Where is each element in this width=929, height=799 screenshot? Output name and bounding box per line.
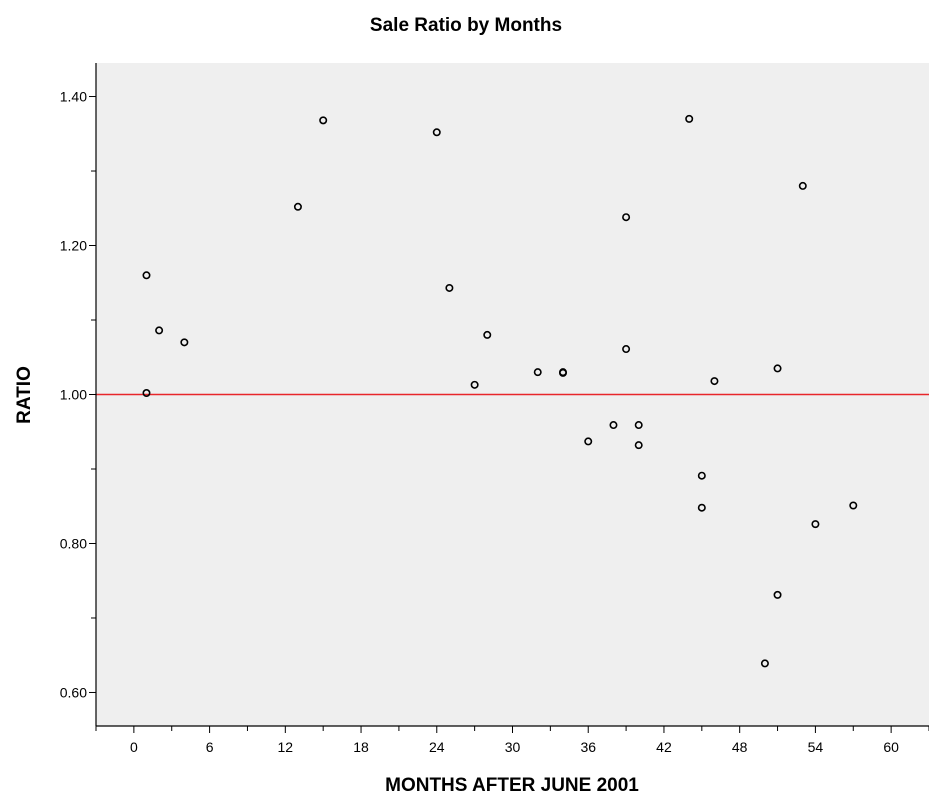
data-point [155,326,164,335]
data-point [432,128,441,137]
x-tick-label: 54 [808,739,824,755]
y-axis-label: RATIO [14,366,35,424]
x-axis-ticks: 0 6 12 18 24 30 36 42 48 54 60 [95,726,929,755]
data-point [319,116,328,125]
data-point [697,503,706,512]
chart-title: Sale Ratio by Months [370,15,562,36]
x-tick-label: 0 [130,739,138,755]
x-tick-label: 24 [429,739,445,755]
data-point [710,377,719,386]
x-tick-label: 60 [883,739,899,755]
data-point [798,181,807,190]
x-tick-label: 30 [505,739,521,755]
y-tick-label: 0.80 [60,535,87,551]
data-point [470,380,479,389]
y-tick-label: 1.20 [60,238,87,254]
data-point [697,471,706,480]
x-tick-label: 12 [278,739,294,755]
data-point [609,421,618,430]
data-point [685,114,694,123]
data-points [142,114,858,668]
data-point [142,389,151,398]
y-tick-label: 1.00 [60,387,87,403]
data-point [584,437,593,446]
data-point [849,501,858,510]
data-point [293,202,302,211]
y-tick-label: 0.60 [60,684,87,700]
x-tick-label: 42 [656,739,672,755]
data-point [180,338,189,347]
data-point [622,345,631,354]
x-axis-label: MONTHS AFTER JUNE 2001 [385,775,639,796]
data-point [634,421,643,430]
data-point [142,271,151,280]
data-point [773,364,782,373]
data-point [622,213,631,222]
data-point [811,520,820,529]
y-axis-ticks: 0.60 0.80 1.00 1.20 1.40 [60,89,96,700]
data-point [634,441,643,450]
x-tick-label: 36 [580,739,596,755]
data-point [483,330,492,339]
y-tick-label: 1.40 [60,89,87,105]
x-tick-label: 6 [206,739,214,755]
data-point [558,368,567,377]
data-point [445,283,454,292]
x-tick-label: 48 [732,739,748,755]
data-point [773,590,782,599]
x-tick-label: 18 [353,739,369,755]
data-point [533,368,542,377]
data-point [760,659,769,668]
